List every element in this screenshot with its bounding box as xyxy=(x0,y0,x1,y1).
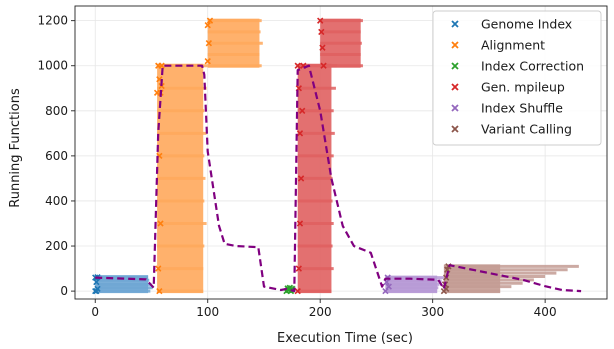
data-point xyxy=(299,107,306,114)
series-alignment xyxy=(157,18,263,294)
data-point xyxy=(317,17,324,24)
legend-label: Variant Calling xyxy=(481,122,572,137)
legend-marker xyxy=(451,20,459,28)
series-variant-calling xyxy=(443,264,579,294)
data-point xyxy=(319,44,326,51)
legend-marker xyxy=(451,125,459,133)
data-point xyxy=(295,265,302,272)
x-tick-label: 100 xyxy=(196,305,219,319)
data-point xyxy=(297,175,305,182)
legend-label: Index Shuffle xyxy=(481,101,563,116)
legend-marker xyxy=(451,62,459,70)
x-tick-label: 0 xyxy=(91,305,99,319)
legend-marker xyxy=(451,83,459,91)
legend-label: Alignment xyxy=(481,38,545,53)
legend: Genome Index Alignment Index Correction Gen… xyxy=(432,10,602,146)
legend-label: Gen. mpileup xyxy=(481,80,565,95)
axis-ticks: 0 100 200 300 400 0 200 400 600 800 1000 1200 xyxy=(37,14,556,319)
x-axis-label: Execution Time (sec) xyxy=(277,331,413,346)
data-point xyxy=(157,220,164,227)
data-point xyxy=(94,285,101,293)
x-tick-label: 400 xyxy=(534,305,557,319)
legend-marker xyxy=(451,41,459,49)
data-point xyxy=(155,265,162,272)
series-index-shuffle xyxy=(385,275,444,294)
series-points xyxy=(153,17,214,295)
total-running-line xyxy=(95,64,582,293)
y-tick-label: 600 xyxy=(45,149,68,163)
total-line xyxy=(95,64,582,293)
data-point xyxy=(204,21,211,29)
data-point xyxy=(382,287,389,295)
legend-marker xyxy=(451,104,459,112)
data-point xyxy=(158,62,165,69)
data-point xyxy=(204,58,211,65)
data-point xyxy=(294,287,301,295)
data-point xyxy=(93,278,100,286)
data-point xyxy=(296,130,304,137)
data-point xyxy=(294,62,301,69)
y-tick-label: 1000 xyxy=(37,59,68,73)
y-tick-label: 800 xyxy=(45,104,68,118)
y-tick-label: 1200 xyxy=(37,14,68,28)
y-tick-label: 400 xyxy=(45,194,68,208)
data-point xyxy=(318,28,325,36)
data-point xyxy=(320,62,327,69)
plot-frame xyxy=(74,5,608,300)
y-tick-label: 0 xyxy=(60,284,68,298)
data-point xyxy=(206,17,214,24)
y-axis-label: Running Functions xyxy=(8,88,23,208)
data-point xyxy=(296,220,304,227)
legend-box xyxy=(432,10,602,146)
x-tick-label: 200 xyxy=(309,305,332,319)
data-point xyxy=(205,40,213,47)
data-point xyxy=(156,287,163,295)
series-gen-mpileup xyxy=(297,18,363,294)
y-tick-label: 200 xyxy=(45,239,68,253)
data-point xyxy=(158,82,165,90)
legend-label: Genome Index xyxy=(481,17,572,32)
x-tick-label: 300 xyxy=(421,305,444,319)
shaded-bars xyxy=(95,18,579,294)
legend-label: Index Correction xyxy=(481,59,584,74)
data-point xyxy=(385,283,392,290)
